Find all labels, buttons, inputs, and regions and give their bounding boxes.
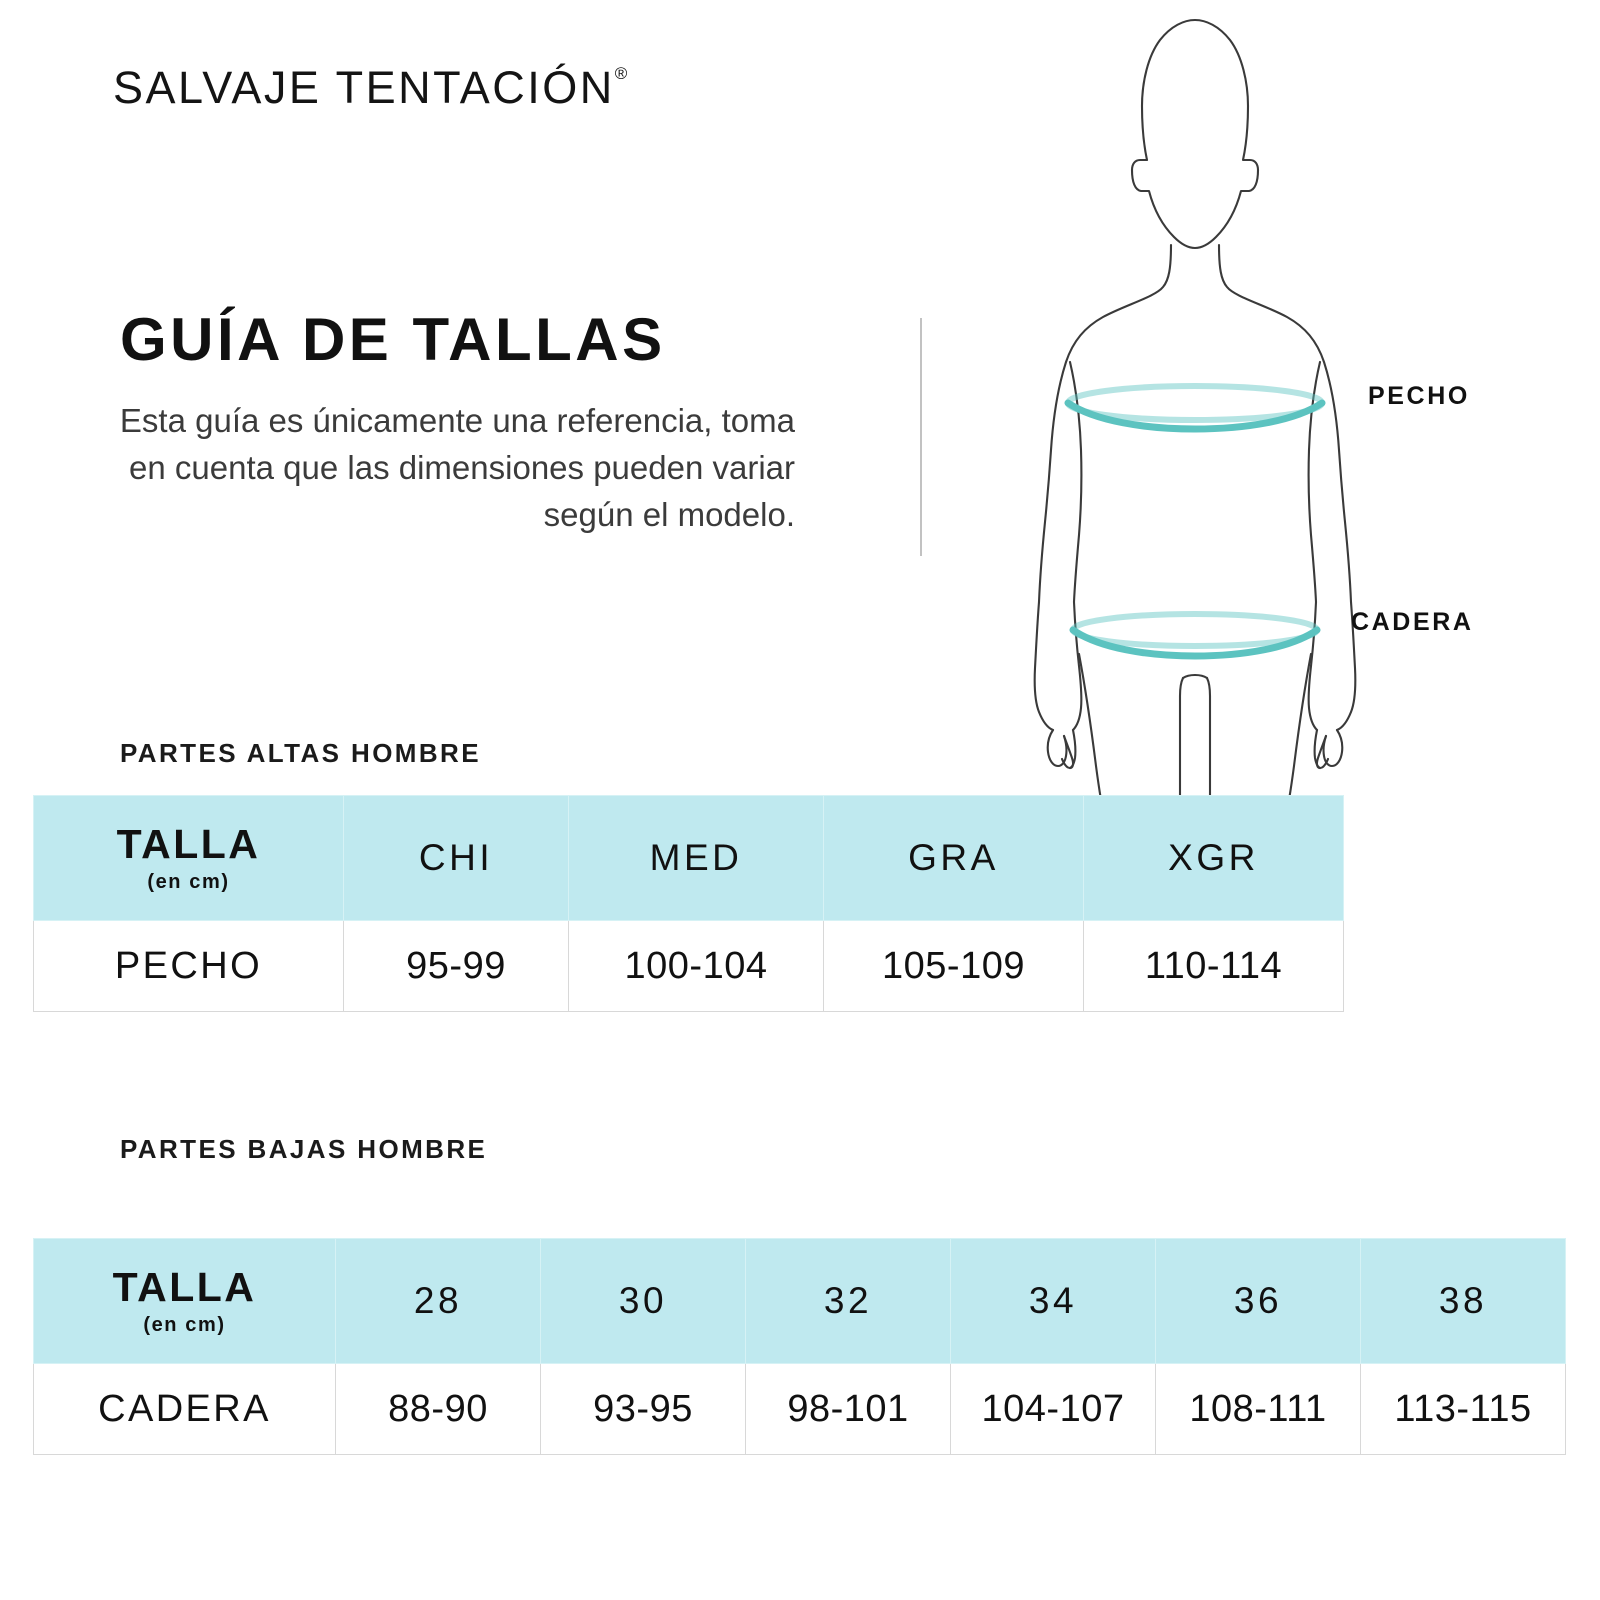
table-row: PECHO 95-99 100-104 105-109 110-114: [33, 920, 1344, 1012]
guide-description: Esta guía es únicamente una referencia, …: [119, 402, 795, 533]
section-caption-lower: PARTES BAJAS HOMBRE: [120, 1134, 488, 1164]
header-cell-size-32: 32: [745, 1238, 951, 1364]
cell-pecho-gra: 105-109: [823, 920, 1084, 1012]
label-pecho: PECHO: [1368, 382, 1470, 410]
vertical-divider: [920, 318, 922, 556]
header-cell-size-36: 36: [1155, 1238, 1361, 1364]
brand-logo: SALVAJE TENTACIÓN®: [113, 62, 627, 114]
cell-cadera-28: 88-90: [335, 1363, 541, 1455]
section-caption-upper: PARTES ALTAS HOMBRE: [120, 738, 481, 768]
male-body-figure: [985, 10, 1405, 820]
cell-cadera-38: 113-115: [1360, 1363, 1566, 1455]
cell-pecho-med: 100-104: [568, 920, 824, 1012]
cell-cadera-30: 93-95: [540, 1363, 746, 1455]
header-cell-size-38: 38: [1360, 1238, 1566, 1364]
table-header-row: TALLA (en cm) CHI MED GRA XGR: [33, 795, 1344, 921]
page-title: GUÍA DE TALLAS: [120, 306, 666, 373]
header-talla-unit: (en cm): [143, 1314, 226, 1336]
size-table-lower: TALLA (en cm) 28 30 32 34 36 38 CADERA 8…: [33, 1238, 1566, 1455]
brand-name: SALVAJE TENTACIÓN: [113, 62, 615, 113]
label-cadera: CADERA: [1351, 608, 1474, 636]
cell-pecho-chi: 95-99: [343, 920, 569, 1012]
table-row: CADERA 88-90 93-95 98-101 104-107 108-11…: [33, 1363, 1566, 1455]
table-header-row: TALLA (en cm) 28 30 32 34 36 38: [33, 1238, 1566, 1364]
hip-measurement-band: [1069, 611, 1321, 660]
header-cell-size-gra: GRA: [823, 795, 1084, 921]
header-cell-talla: TALLA (en cm): [33, 1238, 336, 1364]
header-talla-unit: (en cm): [147, 871, 230, 893]
header-cell-size-28: 28: [335, 1238, 541, 1364]
header-cell-size-med: MED: [568, 795, 824, 921]
cell-cadera-36: 108-111: [1155, 1363, 1361, 1455]
header-talla-label: TALLA: [116, 821, 261, 867]
registered-trademark-icon: ®: [614, 64, 628, 83]
header-cell-size-30: 30: [540, 1238, 746, 1364]
header-cell-size-xgr: XGR: [1083, 795, 1344, 921]
header-cell-talla: TALLA (en cm): [33, 795, 344, 921]
row-label-cadera: CADERA: [33, 1363, 336, 1455]
header-talla-label: TALLA: [112, 1264, 257, 1310]
size-table-upper: TALLA (en cm) CHI MED GRA XGR PECHO 95-9…: [33, 795, 1344, 1012]
chest-measurement-band: [1064, 383, 1326, 433]
cell-cadera-32: 98-101: [745, 1363, 951, 1455]
row-label-pecho: PECHO: [33, 920, 344, 1012]
cell-pecho-xgr: 110-114: [1083, 920, 1344, 1012]
header-cell-size-34: 34: [950, 1238, 1156, 1364]
header-cell-size-chi: CHI: [343, 795, 569, 921]
cell-cadera-34: 104-107: [950, 1363, 1156, 1455]
